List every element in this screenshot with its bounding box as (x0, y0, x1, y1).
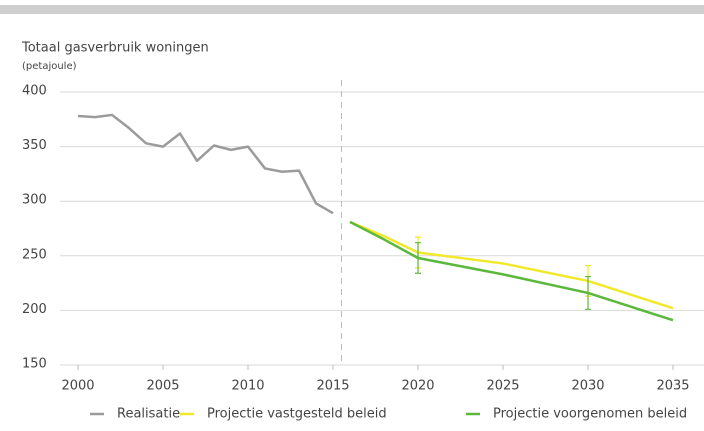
chart-title: Totaal gasverbruik woningen (21, 41, 209, 56)
legend-label: Projectie voorgenomen beleid (493, 407, 687, 422)
y-tick-label: 250 (22, 247, 47, 262)
x-tick-label: 2025 (486, 379, 519, 394)
error-bar (415, 242, 421, 274)
y-tick-label: 300 (22, 193, 47, 208)
legend-label: Projectie vastgesteld beleid (207, 407, 387, 422)
x-tick-label: 2010 (231, 379, 264, 394)
y-tick-label: 150 (22, 357, 47, 372)
series-line (349, 220, 674, 322)
y-tick-label: 200 (22, 302, 47, 317)
legend-label: Realisatie (117, 407, 180, 422)
y-tick-label: 400 (22, 84, 47, 99)
error-bar (585, 275, 591, 310)
top-bar (0, 5, 704, 14)
series-line (77, 113, 334, 215)
x-tick-label: 2015 (316, 379, 349, 394)
x-tick-label: 2020 (401, 379, 434, 394)
x-tick-label: 2030 (571, 379, 604, 394)
y-tick-label: 350 (22, 138, 47, 153)
x-tick-label: 2000 (61, 379, 94, 394)
x-tick-label: 2035 (656, 379, 689, 394)
x-tick-label: 2005 (146, 379, 179, 394)
series-line (349, 220, 674, 310)
chart-subtitle: (petajoule) (22, 61, 77, 72)
